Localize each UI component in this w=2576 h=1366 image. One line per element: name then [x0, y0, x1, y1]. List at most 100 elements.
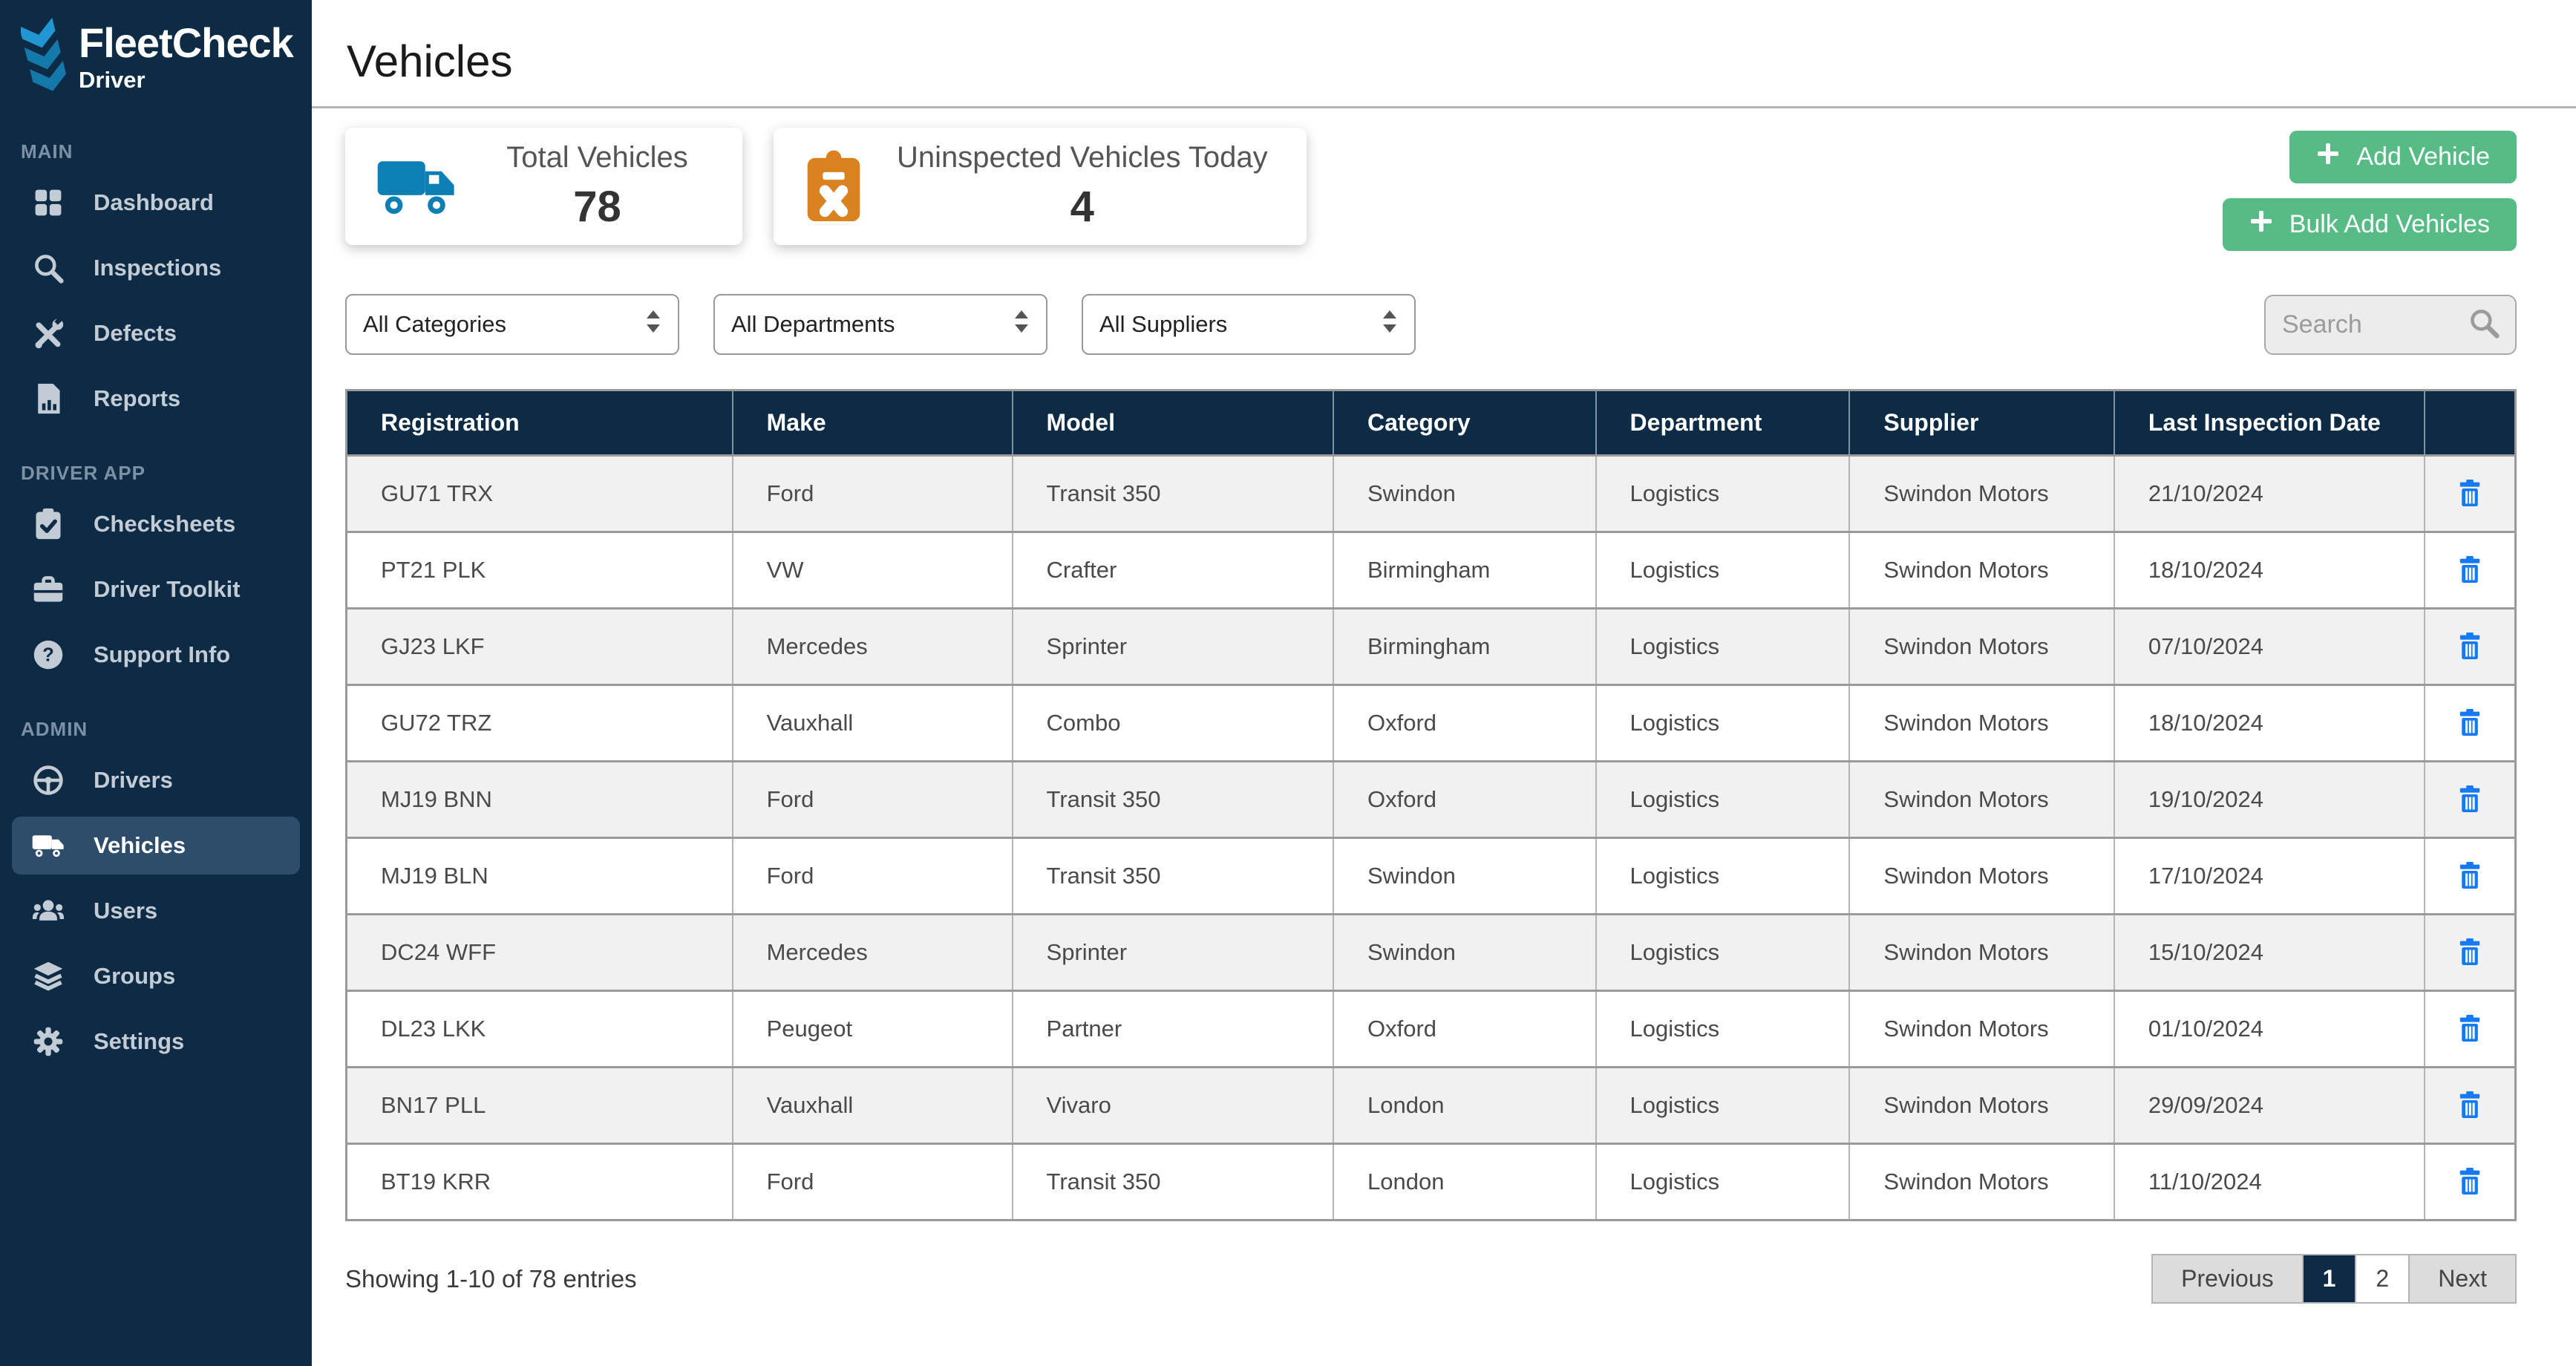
- column-header-model: Model: [1013, 390, 1333, 456]
- trash-icon: [2459, 497, 2481, 509]
- clipboard-x-icon: [805, 149, 863, 223]
- delete-vehicle-button[interactable]: [2454, 1010, 2485, 1048]
- sidebar-item-inspections[interactable]: Inspections: [12, 239, 300, 297]
- select-spinner-icon: [645, 309, 661, 340]
- cell-model: Vivaro: [1013, 1068, 1333, 1144]
- sidebar-item-checksheets[interactable]: Checksheets: [12, 495, 300, 553]
- table-row: GU71 TRX Ford Transit 350 Swindon Logist…: [347, 456, 2516, 532]
- delete-vehicle-button[interactable]: [2454, 857, 2485, 895]
- page-button-1[interactable]: 1: [2304, 1255, 2357, 1302]
- sidebar-item-drivers[interactable]: Drivers: [12, 751, 300, 809]
- cell-supplier: Swindon Motors: [1849, 838, 2114, 915]
- previous-page-button[interactable]: Previous: [2153, 1255, 2304, 1302]
- trash-icon: [2459, 956, 2481, 967]
- sidebar-item-settings[interactable]: Settings: [12, 1013, 300, 1071]
- entries-summary: Showing 1-10 of 78 entries: [345, 1265, 637, 1293]
- cell-department: Logistics: [1596, 838, 1850, 915]
- cell-actions: [2425, 838, 2516, 915]
- cell-model: Transit 350: [1013, 456, 1333, 532]
- cell-actions: [2425, 685, 2516, 762]
- search-icon[interactable]: [2468, 307, 2500, 343]
- cell-registration: MJ19 BNN: [347, 762, 733, 838]
- cell-department: Logistics: [1596, 762, 1850, 838]
- cell-model: Partner: [1013, 991, 1333, 1068]
- delete-vehicle-button[interactable]: [2454, 475, 2485, 513]
- cell-category: Swindon: [1333, 456, 1596, 532]
- cell-make: Peugeot: [733, 991, 1013, 1068]
- sidebar-item-users[interactable]: Users: [12, 882, 300, 940]
- delete-vehicle-button[interactable]: [2454, 1163, 2485, 1201]
- delete-vehicle-button[interactable]: [2454, 628, 2485, 666]
- sidebar-item-reports[interactable]: Reports: [12, 370, 300, 428]
- sidebar-item-groups[interactable]: Groups: [12, 947, 300, 1005]
- sidebar-item-label: Users: [94, 898, 157, 924]
- cell-supplier: Swindon Motors: [1849, 1068, 2114, 1144]
- section-label-admin: ADMIN: [21, 718, 291, 741]
- departments-select-value: All Departments: [731, 311, 895, 338]
- report-file-icon: [31, 382, 65, 416]
- cell-category: Oxford: [1333, 991, 1596, 1068]
- cell-actions: [2425, 991, 2516, 1068]
- cell-department: Logistics: [1596, 532, 1850, 609]
- tools-icon: [31, 316, 65, 350]
- table-row: BT19 KRR Ford Transit 350 London Logisti…: [347, 1144, 2516, 1220]
- suppliers-select-value: All Suppliers: [1099, 311, 1227, 338]
- gear-icon: [31, 1024, 65, 1059]
- page-button-2[interactable]: 2: [2356, 1255, 2410, 1302]
- categories-select[interactable]: All Categories: [345, 294, 679, 355]
- cell-make: VW: [733, 532, 1013, 609]
- cell-department: Logistics: [1596, 685, 1850, 762]
- sidebar-item-support-info[interactable]: ? Support Info: [12, 626, 300, 684]
- cell-department: Logistics: [1596, 1144, 1850, 1220]
- stat-card-uninspected-today: Uninspected Vehicles Today 4: [774, 128, 1307, 245]
- table-row: DL23 LKK Peugeot Partner Oxford Logistic…: [347, 991, 2516, 1068]
- sidebar-item-label: Groups: [94, 963, 175, 990]
- sidebar-nav: MAIN Dashboard Inspections: [0, 140, 312, 1071]
- sidebar-item-label: Drivers: [94, 767, 173, 794]
- sidebar-item-label: Vehicles: [94, 832, 186, 859]
- cell-last-inspection-date: 17/10/2024: [2114, 838, 2425, 915]
- next-page-button[interactable]: Next: [2410, 1255, 2515, 1302]
- select-spinner-icon: [1013, 309, 1030, 340]
- cell-model: Transit 350: [1013, 762, 1333, 838]
- table-row: MJ19 BNN Ford Transit 350 Oxford Logisti…: [347, 762, 2516, 838]
- table-row: GU72 TRZ Vauxhall Combo Oxford Logistics…: [347, 685, 2516, 762]
- column-header-department: Department: [1596, 390, 1850, 456]
- suppliers-select[interactable]: All Suppliers: [1082, 294, 1416, 355]
- delete-vehicle-button[interactable]: [2454, 1087, 2485, 1125]
- cell-category: Swindon: [1333, 915, 1596, 991]
- question-circle-icon: ?: [31, 638, 65, 672]
- search-input[interactable]: [2281, 310, 2460, 340]
- dashboard-icon: [31, 186, 65, 220]
- sidebar-item-label: Dashboard: [94, 189, 214, 216]
- column-header-last-inspection-date: Last Inspection Date: [2114, 390, 2425, 456]
- cell-department: Logistics: [1596, 915, 1850, 991]
- delete-vehicle-button[interactable]: [2454, 934, 2485, 972]
- delete-vehicle-button[interactable]: [2454, 781, 2485, 819]
- column-header-supplier: Supplier: [1849, 390, 2114, 456]
- cell-actions: [2425, 456, 2516, 532]
- sidebar-item-vehicles[interactable]: Vehicles: [12, 817, 300, 875]
- delete-vehicle-button[interactable]: [2454, 705, 2485, 742]
- add-vehicle-button[interactable]: Add Vehicle: [2289, 131, 2517, 183]
- departments-select[interactable]: All Departments: [713, 294, 1047, 355]
- trash-icon: [2459, 650, 2481, 661]
- bulk-add-vehicles-button[interactable]: Bulk Add Vehicles: [2223, 198, 2517, 251]
- delete-vehicle-button[interactable]: [2454, 552, 2485, 589]
- table-header-row: Registration Make Model Category Departm…: [347, 390, 2516, 456]
- cell-make: Ford: [733, 1144, 1013, 1220]
- cell-last-inspection-date: 11/10/2024: [2114, 1144, 2425, 1220]
- section-label-driver-app: DRIVER APP: [21, 462, 291, 485]
- cell-last-inspection-date: 07/10/2024: [2114, 609, 2425, 685]
- sidebar-item-label: Driver Toolkit: [94, 576, 241, 603]
- cell-registration: GU72 TRZ: [347, 685, 733, 762]
- sidebar-item-defects[interactable]: Defects: [12, 304, 300, 362]
- cell-model: Combo: [1013, 685, 1333, 762]
- sidebar-item-dashboard[interactable]: Dashboard: [12, 174, 300, 232]
- sidebar-item-driver-toolkit[interactable]: Driver Toolkit: [12, 561, 300, 618]
- trash-icon: [2459, 803, 2481, 814]
- cell-make: Ford: [733, 838, 1013, 915]
- cell-supplier: Swindon Motors: [1849, 915, 2114, 991]
- cell-registration: BN17 PLL: [347, 1068, 733, 1144]
- cell-registration: GU71 TRX: [347, 456, 733, 532]
